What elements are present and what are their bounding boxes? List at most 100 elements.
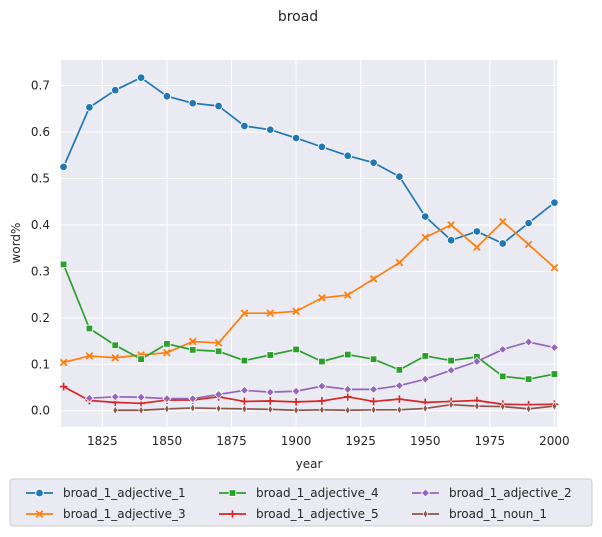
data-point: [395, 258, 404, 267]
series-line: [63, 385, 555, 406]
data-point: [188, 98, 197, 108]
data-point: [266, 309, 275, 318]
legend-marker: [228, 489, 237, 497]
x-tick-label: 1825: [87, 434, 118, 448]
legend: broad_1_adjective_1 broad_1_adjective_3 br…: [9, 478, 593, 527]
data-point: [448, 400, 454, 410]
data-point: [472, 227, 482, 236]
y-tick-label: 0.5: [31, 171, 50, 185]
data-point: [369, 158, 378, 167]
data-point: [319, 405, 325, 415]
data-point: [395, 366, 404, 374]
data-point: [110, 392, 120, 402]
legend-marker: [422, 509, 429, 519]
data-point: [265, 387, 275, 397]
data-point: [214, 389, 224, 400]
legend-marker: [35, 510, 44, 518]
series-broad_1_noun_1: [112, 400, 558, 415]
data-point: [189, 346, 197, 354]
data-point: [447, 221, 455, 229]
legend-entry: broad_1_adjective_4: [219, 486, 379, 500]
data-point: [240, 121, 249, 131]
legend-marker: [228, 510, 237, 518]
data-point: [112, 405, 118, 415]
series-broad_1_adjective_4: [59, 260, 559, 383]
data-point: [550, 370, 559, 378]
data-point: [318, 357, 326, 366]
legend-entry: broad_1_adjective_3: [26, 507, 186, 521]
data-point: [498, 344, 508, 354]
legend-entry: broad_1_adjective_2: [412, 486, 572, 500]
data-point: [524, 218, 533, 228]
data-point: [369, 274, 378, 283]
data-point: [162, 91, 172, 101]
y-tick-label: 0.6: [31, 125, 50, 139]
data-point: [188, 394, 198, 404]
data-point: [524, 240, 533, 249]
data-point: [136, 73, 146, 82]
y-axis-ticks: 0.0 0.1 0.2 0.3 0.4 0.5 0.6 0.7: [31, 79, 50, 418]
data-point: [266, 351, 274, 359]
legend-label: broad_1_adjective_4: [256, 486, 379, 500]
data-point: [162, 394, 172, 404]
x-tick-label: 1900: [281, 434, 312, 448]
data-point: [266, 125, 275, 134]
y-axis-label: word%: [9, 223, 23, 264]
data-point: [498, 217, 507, 226]
legend-label: broad_1_adjective_5: [256, 507, 379, 521]
data-point: [394, 381, 404, 391]
legend-marker: [420, 488, 431, 498]
series-layer: [59, 73, 559, 415]
data-point: [291, 133, 301, 143]
y-tick-label: 0.1: [31, 357, 50, 371]
data-point: [473, 243, 481, 252]
legend-label: broad_1_adjective_2: [449, 486, 572, 500]
data-point: [421, 233, 430, 242]
data-point: [524, 375, 533, 383]
data-point: [500, 401, 506, 412]
data-point: [85, 103, 94, 112]
series-line: [115, 403, 555, 412]
data-point: [318, 397, 326, 405]
y-tick-label: 0.4: [31, 218, 50, 232]
data-point: [111, 353, 120, 362]
data-point: [164, 404, 170, 414]
y-tick-label: 0.0: [31, 404, 50, 418]
data-point: [241, 404, 248, 414]
data-point: [59, 358, 68, 367]
data-point: [317, 142, 327, 152]
data-point: [550, 263, 559, 272]
x-tick-label: 1975: [475, 434, 506, 448]
data-point: [266, 397, 275, 405]
data-point: [446, 365, 456, 375]
data-point: [292, 307, 300, 316]
x-axis-ticks: 1825 1850 1875 1900 1925 1950 1975 2000: [87, 434, 570, 448]
y-tick-label: 0.7: [31, 79, 50, 93]
data-point: [267, 404, 273, 414]
data-point: [292, 345, 300, 354]
data-point: [396, 405, 403, 415]
series-line: [62, 264, 555, 380]
data-point: [549, 342, 559, 353]
data-point: [292, 398, 300, 406]
data-point: [369, 355, 378, 363]
data-point: [343, 291, 352, 299]
data-point: [59, 382, 68, 391]
legend-entry: broad_1_adjective_5: [219, 507, 379, 521]
data-point: [59, 162, 68, 172]
data-point: [163, 348, 171, 357]
data-point: [137, 355, 145, 363]
data-point: [395, 395, 404, 403]
data-point: [550, 198, 559, 207]
data-point: [447, 356, 455, 365]
data-point: [240, 356, 249, 365]
data-point: [422, 403, 428, 414]
grid-lines: [61, 60, 557, 427]
x-tick-label: 2000: [539, 434, 570, 448]
data-point: [420, 374, 430, 384]
x-tick-label: 1950: [410, 434, 441, 448]
legend-marker: [35, 488, 44, 498]
data-point: [214, 339, 223, 347]
data-point: [317, 381, 327, 391]
